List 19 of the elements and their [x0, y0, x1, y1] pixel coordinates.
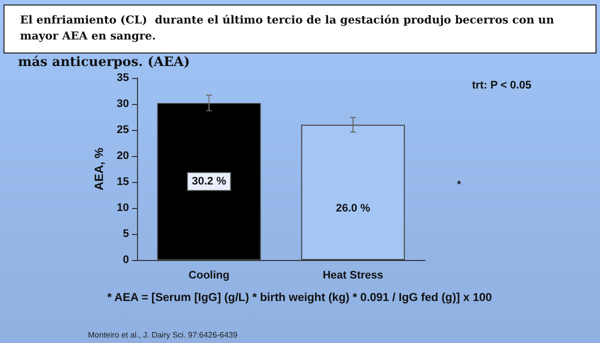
y-tick-label: 10	[116, 202, 129, 214]
data-label: 30.2 %	[192, 175, 226, 188]
y-axis-title: AEA, %	[92, 147, 106, 190]
y-tick-label: 25	[116, 124, 129, 136]
x-tick-label: Cooling	[188, 270, 230, 282]
chart-subtitle: más anticuerpos. (AEA)	[18, 55, 190, 70]
y-tick-label: 15	[116, 176, 129, 188]
text: Monteiro et al., J. Dairy Sci. 97:6426-6439	[88, 330, 238, 340]
text: * AEA = [Serum [IgG] (g/L) * birth weight (kg) * 0.091 / IgG fed (g)] x 100	[107, 292, 492, 304]
y-tick-label: 30	[116, 98, 129, 110]
y-tick-label: 5	[122, 228, 129, 240]
chart-title: El enfriamiento (CL) durante el último tercio de la gestación produjo becerros con un mayor AEA en sangre.	[20, 14, 558, 42]
y-tick-label: 20	[116, 150, 129, 162]
text: *	[457, 180, 461, 190]
y-tick-label: 0	[122, 254, 129, 266]
data-label: 26.0 %	[336, 202, 370, 214]
x-tick-label: Heat Stress	[322, 270, 384, 282]
text: trt: P < 0.05	[472, 80, 532, 92]
y-tick-label: 35	[116, 72, 129, 84]
